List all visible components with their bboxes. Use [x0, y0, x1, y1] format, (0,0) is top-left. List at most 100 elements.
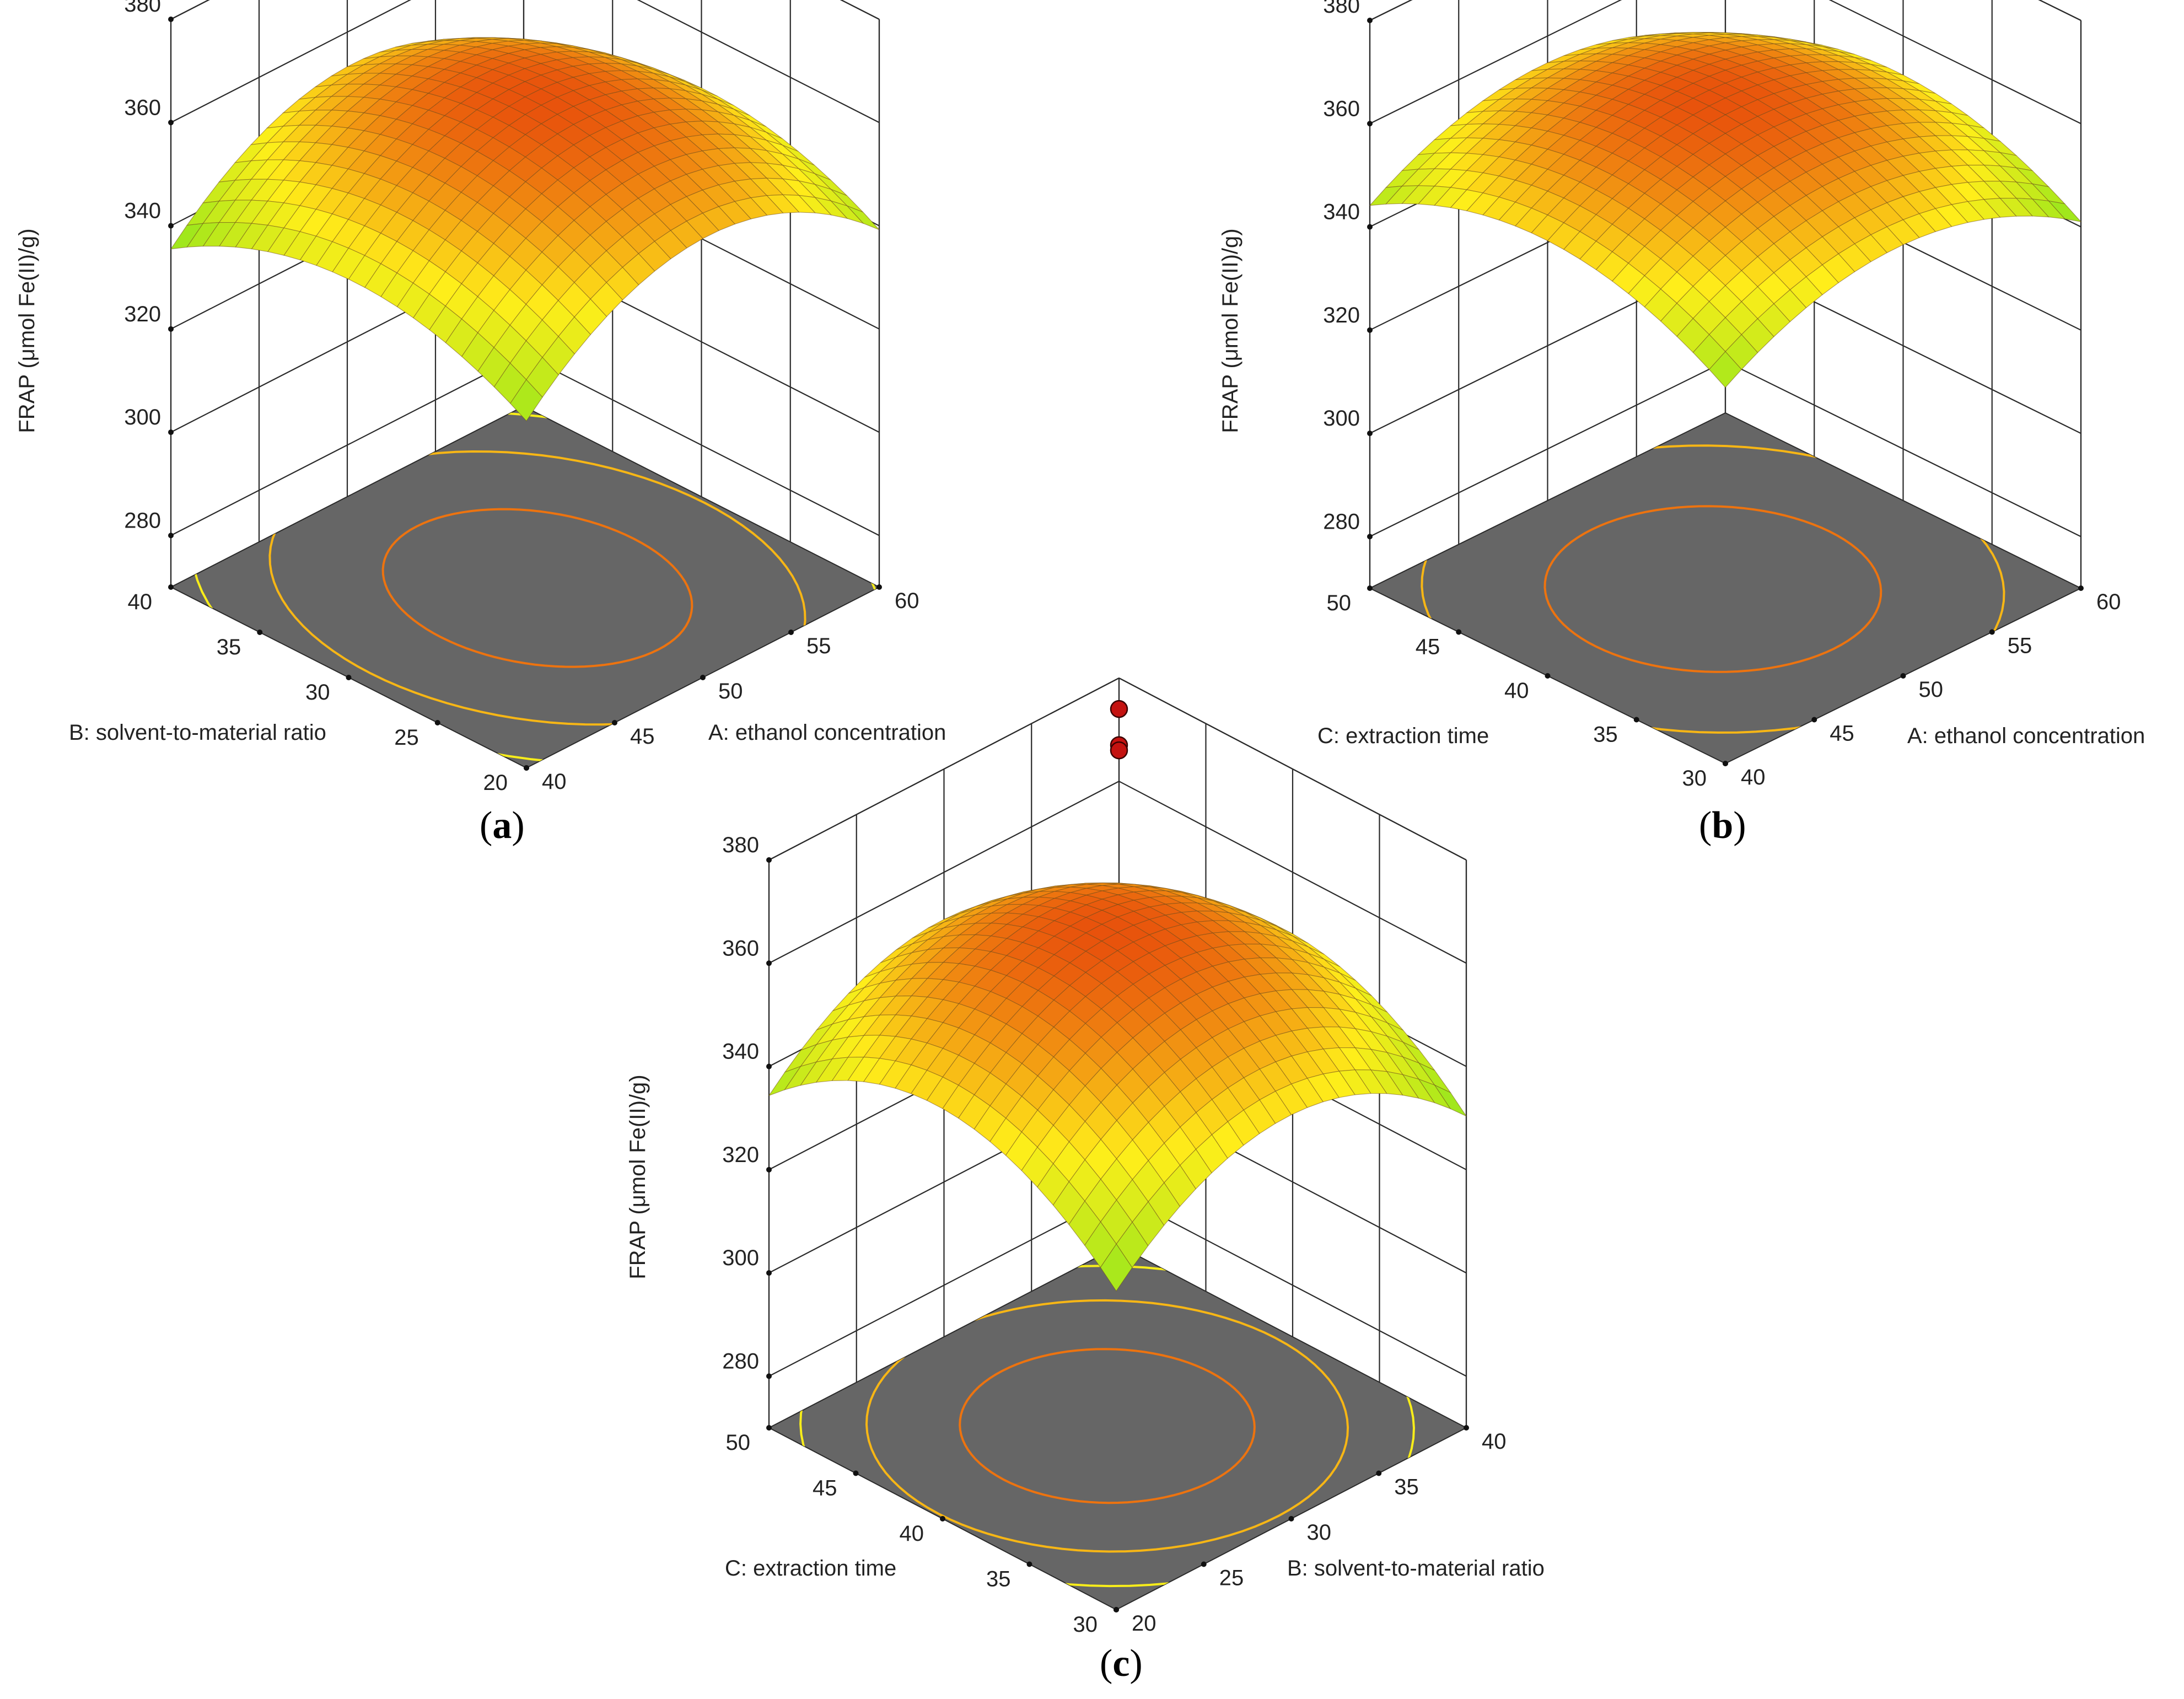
panel-label: (a) — [480, 804, 525, 847]
y-tick — [940, 1516, 945, 1521]
z-tick-label: 280 — [124, 508, 161, 533]
z-tick-label: 360 — [1323, 96, 1360, 121]
contour-floor — [1368, 412, 2083, 765]
y-tick-label: 50 — [726, 1431, 751, 1455]
y-tick-label: 35 — [986, 1567, 1011, 1592]
response-surface — [170, 37, 880, 422]
z-tick-label: 380 — [1323, 0, 1360, 18]
surface-cell — [510, 379, 543, 422]
x-axis: 40 45 50 55 60 A: ethanol concentration — [524, 584, 946, 794]
surface-cell — [1708, 351, 1742, 388]
contour-line — [959, 1348, 1256, 1504]
y-tick — [346, 675, 352, 680]
x-tick — [1376, 1470, 1382, 1476]
z-tick-label: 360 — [722, 936, 759, 960]
y-tick — [1633, 717, 1639, 723]
panel-c: 280 300 320 340 360 380 FRAP (μmol Fe(II)/g) 20… — [626, 678, 1545, 1685]
y-tick-label: 30 — [1073, 1612, 1098, 1637]
z-tick — [1367, 121, 1373, 127]
y-axis-title: B: solvent-to-material ratio — [69, 721, 326, 745]
z-tick-label: 320 — [722, 1143, 759, 1167]
z-tick-label: 340 — [124, 199, 161, 223]
x-axis-title: B: solvent-to-material ratio — [1287, 1556, 1545, 1580]
x-tick-label: 45 — [1830, 722, 1854, 746]
y-tick-label: 45 — [1416, 635, 1440, 659]
y-tick-label: 40 — [1504, 679, 1529, 703]
z-tick-label: 380 — [722, 833, 759, 857]
z-tick-label: 340 — [722, 1040, 759, 1064]
z-tick — [766, 960, 772, 966]
x-tick — [612, 720, 617, 725]
contour-line — [865, 1299, 1349, 1553]
x-tick-label: 40 — [542, 770, 567, 794]
design-points — [1110, 700, 1128, 760]
y-tick — [853, 1470, 859, 1476]
y-tick — [168, 584, 174, 590]
x-tick — [788, 630, 794, 635]
x-tick-label: 50 — [718, 679, 743, 703]
z-tick — [168, 120, 174, 126]
y-tick-label: 20 — [483, 771, 508, 795]
x-tick-label: 30 — [1307, 1520, 1332, 1545]
y-axis: 20 25 30 35 40 B: solvent-to-material ratio — [69, 584, 529, 795]
x-tick-label: 45 — [630, 724, 655, 749]
z-tick-label: 320 — [1323, 303, 1360, 327]
z-tick-label: 280 — [1323, 509, 1360, 534]
x-tick-label: 55 — [806, 634, 831, 658]
z-tick-label: 300 — [1323, 406, 1360, 431]
y-axis-title: C: extraction time — [1317, 724, 1489, 748]
z-tick — [1367, 224, 1373, 230]
z-tick — [766, 1063, 772, 1069]
y-tick — [434, 720, 440, 725]
y-tick — [1456, 629, 1462, 635]
z-tick — [1367, 431, 1373, 437]
x-tick-label: 35 — [1394, 1475, 1419, 1499]
z-axis-title: FRAP (μmol Fe(II)/g) — [626, 1074, 650, 1279]
z-tick-label: 300 — [124, 405, 161, 429]
x-tick-label: 20 — [1132, 1611, 1156, 1636]
x-tick-label: 50 — [1919, 678, 1944, 702]
y-tick — [1113, 1607, 1119, 1612]
z-tick — [168, 223, 174, 229]
response-surface — [768, 883, 1467, 1292]
z-tick-label: 320 — [124, 302, 161, 326]
x-tick-label: 25 — [1219, 1566, 1244, 1590]
response-surface — [1369, 31, 2082, 388]
y-tick — [257, 630, 263, 635]
x-axis-title: A: ethanol concentration — [1907, 724, 2145, 748]
x-tick — [1900, 673, 1906, 679]
y-tick — [524, 765, 529, 771]
x-tick — [1464, 1425, 1469, 1431]
panel-a: 280 300 320 340 360 380 FRAP (μmol Fe(II)/g) 40… — [15, 0, 946, 847]
z-tick — [168, 533, 174, 539]
contour-line — [381, 508, 693, 668]
z-tick — [1367, 327, 1373, 333]
design-point — [1110, 700, 1128, 718]
y-axis-title: C: extraction time — [725, 1556, 896, 1580]
y-tick — [766, 1425, 772, 1431]
y-tick — [1367, 585, 1373, 591]
x-axis: 40 45 50 55 60 A: ethanol concentration — [1723, 585, 2145, 789]
y-tick-label: 40 — [128, 590, 153, 614]
x-tick-label: 60 — [895, 589, 919, 613]
x-tick — [1811, 717, 1817, 723]
z-tick-label: 300 — [722, 1246, 759, 1270]
z-axis: 280 300 320 340 360 380 FRAP (μmol Fe(II)/g) — [15, 0, 174, 539]
z-tick — [766, 1270, 772, 1276]
z-tick — [766, 1373, 772, 1379]
x-tick — [2078, 585, 2084, 591]
contour-line — [1543, 505, 1882, 673]
z-axis-title: FRAP (μmol Fe(II)/g) — [1218, 228, 1242, 433]
z-axis-title: FRAP (μmol Fe(II)/g) — [15, 228, 39, 433]
y-tick — [1723, 761, 1728, 766]
z-tick — [168, 326, 174, 332]
z-tick — [1367, 18, 1373, 23]
z-tick-label: 380 — [124, 0, 161, 17]
x-tick — [1201, 1561, 1207, 1567]
y-tick-label: 30 — [305, 680, 330, 705]
y-tick-label: 25 — [394, 725, 419, 750]
z-tick-label: 360 — [124, 95, 161, 120]
design-point — [1110, 741, 1128, 760]
x-tick — [1989, 629, 1995, 635]
